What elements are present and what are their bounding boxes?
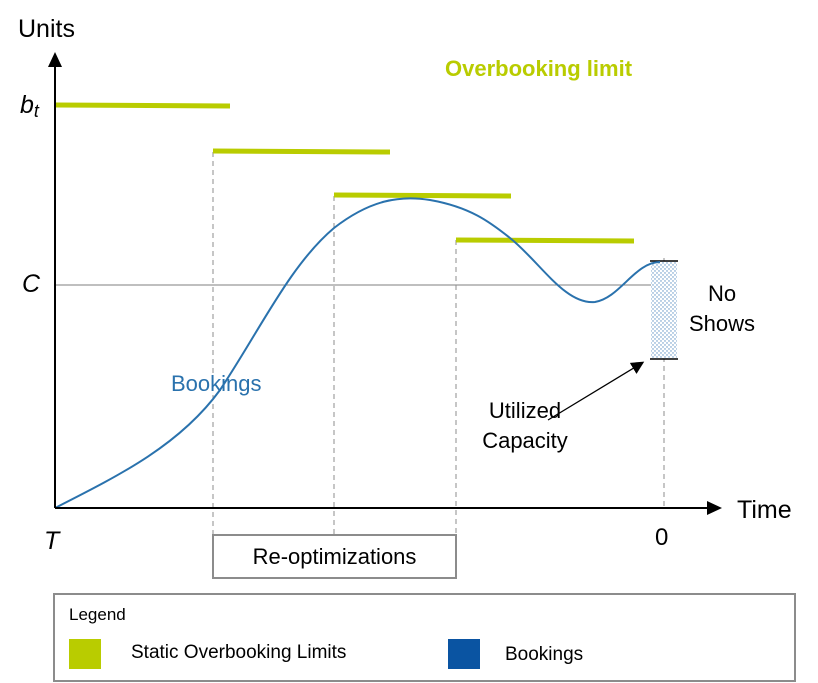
legend-title: Legend [69, 605, 126, 624]
x-tick-end: 0 [655, 524, 668, 551]
bookings-curve-label: Bookings [171, 371, 262, 396]
y-tick-c: C [22, 270, 41, 298]
reoptimizations-box: Re-optimizations [212, 534, 457, 579]
y-tick-b-sub: t [34, 101, 40, 121]
utilized-capacity-line1: Utilized [489, 398, 561, 423]
y-tick-b: bt [20, 91, 40, 121]
x-axis-arrowhead [707, 501, 722, 515]
y-tick-b-main: b [20, 91, 34, 119]
overbooking-limit-segment-2 [212, 148, 391, 155]
overbooking-limit-segment-4 [455, 237, 635, 244]
legend-swatch-bookings [448, 639, 480, 669]
x-tick-start: T [44, 527, 61, 555]
utilized-capacity-arrow [547, 361, 645, 421]
reoptimizations-label: Re-optimizations [252, 544, 417, 569]
x-axis-label: Time [737, 496, 792, 524]
y-axis-label: Units [18, 15, 75, 43]
no-shows-label-line2: Shows [689, 311, 755, 336]
no-shows-area [651, 261, 677, 359]
legend-swatch-static-limits [69, 639, 101, 669]
y-axis-arrowhead [48, 52, 62, 67]
legend-label-static-limits: Static Overbooking Limits [131, 642, 347, 663]
overbooking-limit-segment-3 [333, 192, 512, 199]
utilized-capacity-line2: Capacity [482, 428, 568, 453]
overbooking-limit-segment-1 [54, 102, 231, 109]
no-shows-label-line1: No [708, 281, 736, 306]
overbooking-limit-label: Overbooking limit [445, 56, 633, 81]
bookings-curve [54, 197, 661, 509]
legend: Legend Static Overbooking Limits Booking… [53, 593, 796, 682]
legend-label-bookings: Bookings [505, 644, 584, 665]
